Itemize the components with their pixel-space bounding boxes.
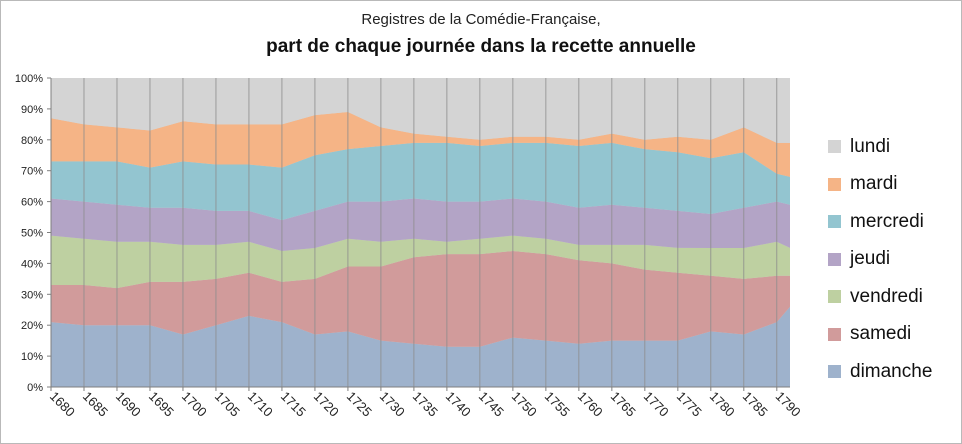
legend-item-vendredi: vendredi [828, 278, 932, 316]
x-tick-label: 1705 [212, 389, 243, 420]
legend-swatch-jeudi [828, 252, 841, 266]
x-tick-label: 1780 [707, 389, 738, 420]
legend-item-lundi: lundi [828, 128, 932, 166]
chart-subtitle: part de chaque journée dans la recette a… [266, 36, 696, 57]
x-tick-label: 1775 [674, 389, 705, 420]
y-tick-label: 60% [21, 197, 43, 209]
y-tick-label: 40% [21, 258, 43, 270]
legend-label-lundi: lundi [850, 135, 891, 157]
y-tick-label: 10% [21, 351, 43, 363]
legend-swatch-mardi [828, 177, 841, 191]
y-tick-label: 70% [21, 166, 43, 178]
legend-label-samedi: samedi [850, 323, 912, 345]
x-tick-label: 1730 [377, 389, 408, 420]
x-tick-label: 1785 [740, 389, 771, 420]
y-tick-label: 20% [21, 320, 43, 332]
x-tick-label: 1760 [575, 389, 606, 420]
y-tick-label: 50% [21, 228, 43, 240]
legend-label-vendredi: vendredi [850, 285, 923, 307]
area-jeudi [51, 198, 790, 251]
legend-label-dimanche: dimanche [850, 360, 933, 382]
legend-label-mardi: mardi [850, 173, 898, 195]
legend-item-samedi: samedi [828, 316, 932, 354]
chart-legend: lundi mardi mercredi jeudi vendredi same… [828, 128, 932, 391]
x-tick-label: 1695 [146, 389, 177, 420]
area-samedi [51, 251, 790, 347]
x-tick-label: 1755 [542, 389, 573, 420]
legend-label-mercredi: mercredi [850, 210, 924, 232]
legend-swatch-lundi [828, 140, 841, 154]
legend-item-mardi: mardi [828, 166, 932, 204]
area-lundi [51, 78, 790, 143]
y-tick-label: 30% [21, 289, 43, 301]
legend-item-jeudi: jeudi [828, 241, 932, 279]
y-tick-label: 90% [21, 104, 43, 116]
legend-swatch-mercredi [828, 215, 841, 229]
x-tick-label: 1690 [113, 389, 144, 420]
x-tick-label: 1740 [443, 389, 474, 420]
legend-swatch-samedi [828, 327, 841, 341]
area-mardi [51, 112, 790, 177]
area-mercredi [51, 142, 790, 221]
x-tick-label: 1770 [641, 389, 672, 420]
legend-label-jeudi: jeudi [850, 248, 891, 270]
legend-item-dimanche: dimanche [828, 353, 932, 391]
x-tick-label: 1685 [80, 389, 111, 420]
area-vendredi [51, 235, 790, 289]
x-tick-label: 1735 [410, 389, 441, 420]
x-tick-label: 1765 [608, 389, 639, 420]
x-tick-label: 1725 [344, 389, 375, 420]
legend-item-mercredi: mercredi [828, 203, 932, 241]
chart-title: Registres de la Comédie-Française, [361, 11, 601, 28]
y-tick-label: 0% [27, 382, 43, 394]
legend-swatch-vendredi [828, 290, 841, 304]
x-tick-label: 1700 [179, 389, 210, 420]
x-tick-label: 1680 [47, 389, 78, 420]
x-tick-label: 1745 [476, 389, 507, 420]
x-tick-label: 1710 [245, 389, 276, 420]
y-tick-label: 80% [21, 135, 43, 147]
x-tick-label: 1750 [509, 389, 540, 420]
y-tick-label: 100% [15, 73, 43, 85]
x-tick-label: 1715 [278, 389, 309, 420]
x-tick-label: 1720 [311, 389, 342, 420]
area-dimanche [51, 306, 790, 387]
x-tick-label: 1790 [773, 389, 804, 420]
legend-swatch-dimanche [828, 365, 841, 379]
